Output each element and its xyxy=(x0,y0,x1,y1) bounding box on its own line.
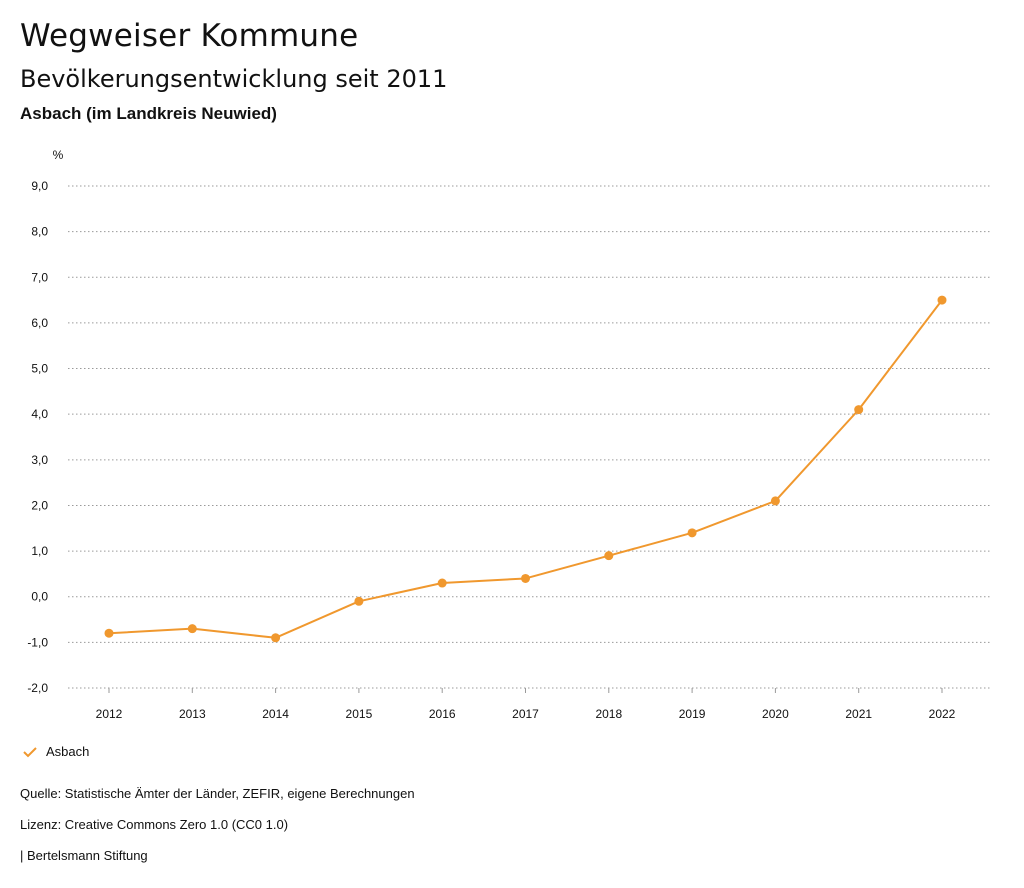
x-tick-label: 2020 xyxy=(762,707,789,721)
series-line-asbach xyxy=(108,299,943,639)
x-tick-label: 2012 xyxy=(96,707,123,721)
y-tick-label: 9,0 xyxy=(31,179,48,193)
chart-subtitle: Bevölkerungsentwicklung seit 2011 xyxy=(20,65,448,93)
x-tick-label: 2018 xyxy=(595,707,622,721)
x-tick-label: 2014 xyxy=(262,707,289,721)
data-point[interactable] xyxy=(354,596,364,606)
check-icon xyxy=(23,746,37,757)
x-tick-label: 2019 xyxy=(679,707,706,721)
publisher-note: | Bertelsmann Stiftung xyxy=(20,848,148,863)
data-point[interactable] xyxy=(854,405,864,415)
page-title: Wegweiser Kommune xyxy=(20,18,359,54)
data-point[interactable] xyxy=(104,628,114,638)
data-point[interactable] xyxy=(187,624,197,634)
y-tick-label: 3,0 xyxy=(31,453,48,467)
data-point[interactable] xyxy=(271,633,281,643)
y-tick-label: 4,0 xyxy=(31,407,48,421)
y-tick-label: 1,0 xyxy=(31,544,48,558)
y-tick-label: 7,0 xyxy=(31,270,48,284)
legend-item-asbach[interactable]: Asbach xyxy=(22,744,89,759)
y-tick-label: 0,0 xyxy=(31,590,48,604)
y-tick-label: 2,0 xyxy=(31,498,48,512)
data-point[interactable] xyxy=(937,295,947,305)
y-tick-label: -2,0 xyxy=(27,681,48,695)
data-point[interactable] xyxy=(437,578,447,588)
line-chart: % -2,0 -1,0 0,0 1,0 2,0 3,0 4,0 5,0 6,0 7,0 8,0 9,0… xyxy=(27,148,990,721)
y-tick-label: 8,0 xyxy=(31,225,48,239)
data-point[interactable] xyxy=(521,573,530,583)
data-point[interactable] xyxy=(687,528,697,538)
y-tick-label: 6,0 xyxy=(31,316,48,330)
y-axis-unit-label: % xyxy=(53,148,64,162)
legend-label: Asbach xyxy=(46,744,90,759)
license-note: Lizenz: Creative Commons Zero 1.0 (CC0 1… xyxy=(20,817,289,832)
data-point[interactable] xyxy=(604,551,614,561)
source-note: Quelle: Statistische Ämter der Länder, Z… xyxy=(20,786,415,801)
x-tick-label: 2016 xyxy=(429,707,456,721)
data-point[interactable] xyxy=(770,496,780,506)
x-tick-label: 2017 xyxy=(512,707,539,721)
y-tick-label: -1,0 xyxy=(27,635,48,649)
y-tick-label: 5,0 xyxy=(31,362,48,376)
x-tick-label: 2015 xyxy=(346,707,373,721)
x-tick-label: 2022 xyxy=(929,707,956,721)
region-label: Asbach (im Landkreis Neuwied) xyxy=(20,104,277,123)
x-tick-label: 2013 xyxy=(179,707,206,721)
x-tick-label: 2021 xyxy=(845,707,872,721)
